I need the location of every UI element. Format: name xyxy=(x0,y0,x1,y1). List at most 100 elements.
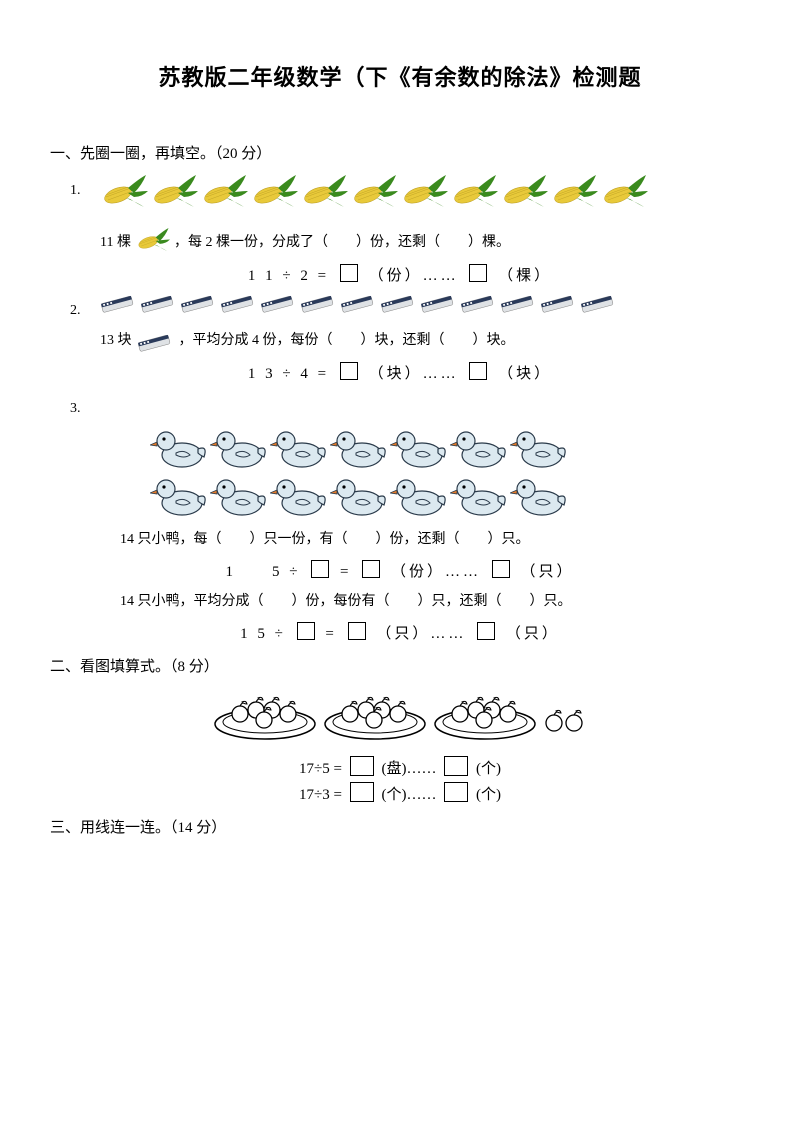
corn-icon xyxy=(98,173,148,213)
eraser-icon xyxy=(218,293,258,315)
apple-plate-icon xyxy=(210,686,320,746)
q3-eq2-left: 1 5 ÷ xyxy=(240,626,286,642)
q2-eq-right: （块） xyxy=(498,366,552,382)
eraser-icon xyxy=(98,293,138,315)
q2-text: 13 块 ，平均分成 4 份，每份（ ）块，还剩（ ）块。 xyxy=(100,328,750,354)
q3-eq2-eq: = xyxy=(325,626,336,642)
sec2-eq2-c: (个) xyxy=(476,787,501,803)
q3-eq2-mid: （只）…… xyxy=(376,626,466,642)
answer-box[interactable] xyxy=(311,560,329,578)
corn-icon xyxy=(134,226,170,256)
eraser-icon xyxy=(578,293,618,315)
duck-icon xyxy=(510,473,570,521)
q2-number: 2. xyxy=(70,303,94,319)
duck-icon xyxy=(450,425,510,473)
question-2: 2. xyxy=(70,293,750,320)
loose-apples-icon xyxy=(540,728,590,745)
q2-eq-mid: （块）…… xyxy=(369,366,459,382)
answer-box[interactable] xyxy=(348,622,366,640)
corn-icon xyxy=(348,173,398,213)
sec2-eq1: 17÷5 = (盘)…… (个) xyxy=(50,756,750,778)
sec2-eq1-c: (个) xyxy=(476,761,501,777)
answer-box[interactable] xyxy=(350,782,374,802)
section3-heading: 三、用线连一连。（14 分） xyxy=(50,816,750,837)
q1-eq-right: （棵） xyxy=(498,268,552,284)
q3-eq1-eq: = xyxy=(340,564,351,580)
q2-eq-left: 1 3 ÷ 4 = xyxy=(248,366,329,382)
sec2-eq2-b: (个)…… xyxy=(381,787,436,803)
eraser-icon xyxy=(498,293,538,315)
q1-count-label: 11 棵 xyxy=(100,235,131,250)
answer-box[interactable] xyxy=(340,362,358,380)
corn-icon xyxy=(548,173,598,213)
q3-eq1-right: （只） xyxy=(520,564,574,580)
duck-icon xyxy=(150,473,210,521)
q2-equation: 1 3 ÷ 4 = （块）…… （块） xyxy=(50,362,750,383)
corn-icon xyxy=(148,173,198,213)
question-1: 1. xyxy=(70,173,750,218)
eraser-icon xyxy=(538,293,578,315)
eraser-icon xyxy=(338,293,378,315)
answer-box[interactable] xyxy=(444,782,468,802)
apple-plate-icon xyxy=(320,686,430,746)
q3-eq2-right: （只） xyxy=(506,626,560,642)
answer-box[interactable] xyxy=(350,756,374,776)
sec2-eq2: 17÷3 = (个)…… (个) xyxy=(50,782,750,804)
eraser-icon xyxy=(378,293,418,315)
eraser-icon xyxy=(178,293,218,315)
answer-box[interactable] xyxy=(362,560,380,578)
eraser-icon xyxy=(258,293,298,315)
q2-sentence: ，平均分成 4 份，每份（ ）块，还剩（ ）块。 xyxy=(179,333,515,348)
q2-count-label: 13 块 xyxy=(100,333,132,348)
q3-text1: 14 只小鸭，每（ ）只一份，有（ ）份，还剩（ ）只。 xyxy=(120,527,750,552)
corn-icon xyxy=(198,173,248,213)
duck-icon xyxy=(510,425,570,473)
q3-number: 3. xyxy=(70,401,94,417)
page-title: 苏教版二年级数学（下《有余数的除法》检测题 xyxy=(50,60,750,92)
answer-box[interactable] xyxy=(340,264,358,282)
corn-row xyxy=(98,173,648,218)
q3-text2: 14 只小鸭，平均分成（ ）份，每份有（ ）只，还剩（ ）只。 xyxy=(120,589,750,614)
duck-icon xyxy=(390,425,450,473)
sec2-eq1-a: 17÷5 = xyxy=(299,761,342,777)
sec2-eq1-b: (盘)…… xyxy=(381,761,436,777)
answer-box[interactable] xyxy=(444,756,468,776)
duck-icon xyxy=(270,473,330,521)
duck-icon xyxy=(210,425,270,473)
corn-icon xyxy=(498,173,548,213)
eraser-icon xyxy=(138,293,178,315)
apple-plate-icon xyxy=(430,686,540,746)
corn-icon xyxy=(598,173,648,213)
eraser-icon xyxy=(418,293,458,315)
sec2-eq2-a: 17÷3 = xyxy=(299,787,342,803)
corn-icon xyxy=(298,173,348,213)
answer-box[interactable] xyxy=(469,264,487,282)
eraser-icon xyxy=(135,332,175,354)
answer-box[interactable] xyxy=(492,560,510,578)
corn-icon xyxy=(398,173,448,213)
answer-box[interactable] xyxy=(469,362,487,380)
duck-icon xyxy=(390,473,450,521)
duck-icon xyxy=(330,425,390,473)
q1-number: 1. xyxy=(70,183,94,199)
duck-grid xyxy=(150,425,750,521)
eraser-icon xyxy=(458,293,498,315)
duck-icon xyxy=(270,425,330,473)
apple-plates xyxy=(50,686,750,746)
corn-icon xyxy=(448,173,498,213)
duck-icon xyxy=(450,473,510,521)
q1-text: 11 棵 ，每 2 棵一份，分成了（ ）份，还剩（ ）棵。 xyxy=(100,226,750,256)
q3-equation2: 1 5 ÷ = （只）…… （只） xyxy=(50,622,750,643)
duck-icon xyxy=(150,425,210,473)
answer-box[interactable] xyxy=(297,622,315,640)
q3-eq1-left: 1 5 ÷ xyxy=(226,564,301,580)
q3-eq1-mid: （份）…… xyxy=(391,564,481,580)
eraser-icon xyxy=(298,293,338,315)
section2-heading: 二、看图填算式。（8 分） xyxy=(50,655,750,676)
answer-box[interactable] xyxy=(477,622,495,640)
q1-eq-left: 1 1 ÷ 2 = xyxy=(248,268,329,284)
question-3: 3. xyxy=(70,391,750,417)
corn-icon xyxy=(248,173,298,213)
section1-heading: 一、先圈一圈，再填空。（20 分） xyxy=(50,142,750,163)
q3-equation1: 1 5 ÷ = （份）…… （只） xyxy=(50,560,750,581)
